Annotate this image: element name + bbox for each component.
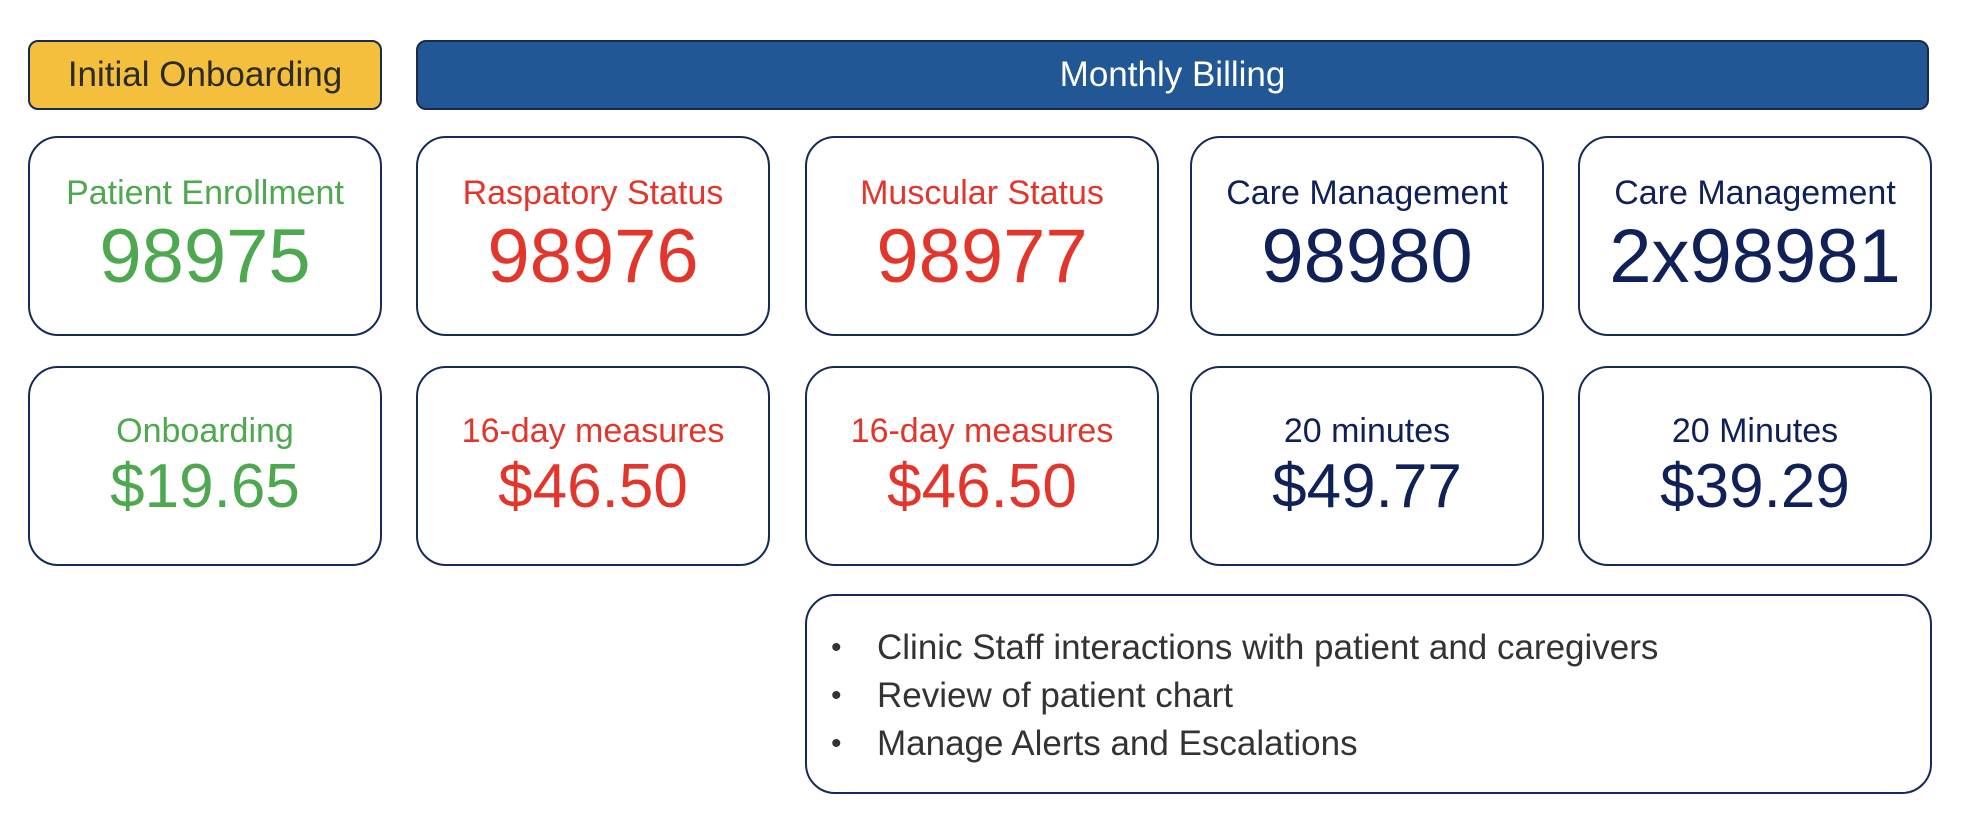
list-item: • Clinic Staff interactions with patient… xyxy=(831,624,1906,672)
code-card-raspatory-status: Raspatory Status 98976 xyxy=(416,136,770,336)
code-card-muscular-status: Muscular Status 98977 xyxy=(805,136,1159,336)
list-item-text: Clinic Staff interactions with patient a… xyxy=(877,628,1659,667)
code-card-care-management-98980: Care Management 98980 xyxy=(1190,136,1544,336)
code-card-value: 98980 xyxy=(1261,213,1473,299)
rate-card-20-minutes: 20 minutes $49.77 xyxy=(1190,366,1544,566)
code-card-value: 2x98981 xyxy=(1609,213,1901,299)
code-card-care-management-98981: Care Management 2x98981 xyxy=(1578,136,1932,336)
notes-list: • Clinic Staff interactions with patient… xyxy=(831,624,1906,768)
rate-card-20-minutes-additional: 20 Minutes $39.29 xyxy=(1578,366,1932,566)
rate-card-price: $19.65 xyxy=(110,452,300,522)
rate-card-raspatory-measures: 16-day measures $46.50 xyxy=(416,366,770,566)
bullet-icon: • xyxy=(831,631,842,664)
rate-card-label: 16-day measures xyxy=(461,411,725,450)
code-card-label: Care Management xyxy=(1614,174,1896,213)
code-card-label: Patient Enrollment xyxy=(66,174,344,213)
rate-card-price: $46.50 xyxy=(498,452,688,522)
rate-card-price: $46.50 xyxy=(887,452,1077,522)
code-card-value: 98975 xyxy=(99,213,311,299)
rate-card-onboarding: Onboarding $19.65 xyxy=(28,366,382,566)
rate-card-price: $49.77 xyxy=(1272,452,1462,522)
list-item: • Review of patient chart xyxy=(831,672,1906,720)
rate-card-price: $39.29 xyxy=(1660,452,1850,522)
code-card-label: Raspatory Status xyxy=(462,174,724,213)
bullet-icon: • xyxy=(831,727,842,760)
rate-card-label: 20 minutes xyxy=(1283,411,1451,450)
list-item-text: Review of patient chart xyxy=(877,676,1234,715)
code-card-label: Care Management xyxy=(1226,174,1508,213)
bullet-icon: • xyxy=(831,679,842,712)
rate-card-label: Onboarding xyxy=(116,411,294,450)
monthly-billing-header: Monthly Billing xyxy=(416,40,1929,110)
initial-onboarding-header: Initial Onboarding xyxy=(28,40,382,110)
code-card-patient-enrollment: Patient Enrollment 98975 xyxy=(28,136,382,336)
code-card-value: 98977 xyxy=(876,213,1088,299)
rate-card-label: 20 Minutes xyxy=(1671,411,1839,450)
list-item: • Manage Alerts and Escalations xyxy=(831,720,1906,768)
code-card-label: Muscular Status xyxy=(860,174,1104,213)
list-item-text: Manage Alerts and Escalations xyxy=(877,724,1358,763)
rate-card-muscular-measures: 16-day measures $46.50 xyxy=(805,366,1159,566)
code-card-value: 98976 xyxy=(487,213,699,299)
care-management-notes: • Clinic Staff interactions with patient… xyxy=(805,594,1932,794)
rate-card-label: 16-day measures xyxy=(850,411,1114,450)
